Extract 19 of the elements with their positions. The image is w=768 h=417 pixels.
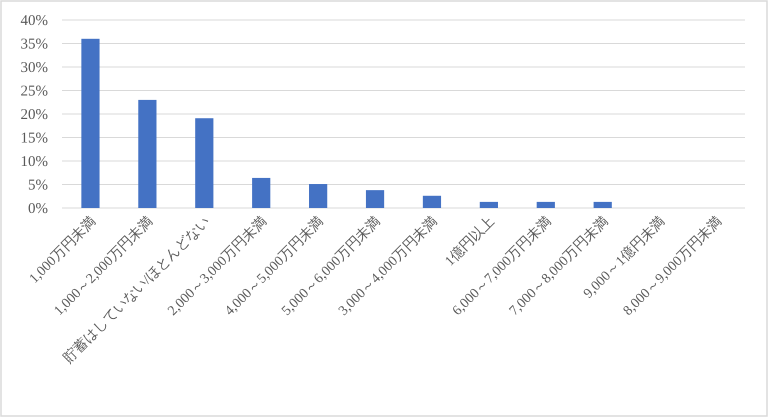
bar: [252, 178, 270, 208]
bar: [138, 100, 156, 208]
y-tick-label: 0%: [28, 201, 48, 217]
y-tick-label: 35%: [20, 36, 48, 52]
y-tick-label: 40%: [20, 13, 48, 29]
bar: [195, 118, 214, 208]
bar: [366, 190, 384, 208]
bar: [594, 202, 612, 208]
bar: [309, 184, 328, 208]
bar: [480, 202, 498, 208]
y-tick-label: 25%: [20, 84, 48, 100]
bar: [536, 202, 555, 208]
bar: [81, 38, 100, 208]
y-tick-label: 5%: [28, 178, 48, 194]
y-tick-label: 15%: [20, 130, 48, 146]
bar: [422, 196, 442, 208]
y-tick-label: 20%: [20, 107, 48, 123]
y-tick-label: 30%: [20, 60, 48, 76]
y-tick-label: 10%: [20, 154, 48, 170]
